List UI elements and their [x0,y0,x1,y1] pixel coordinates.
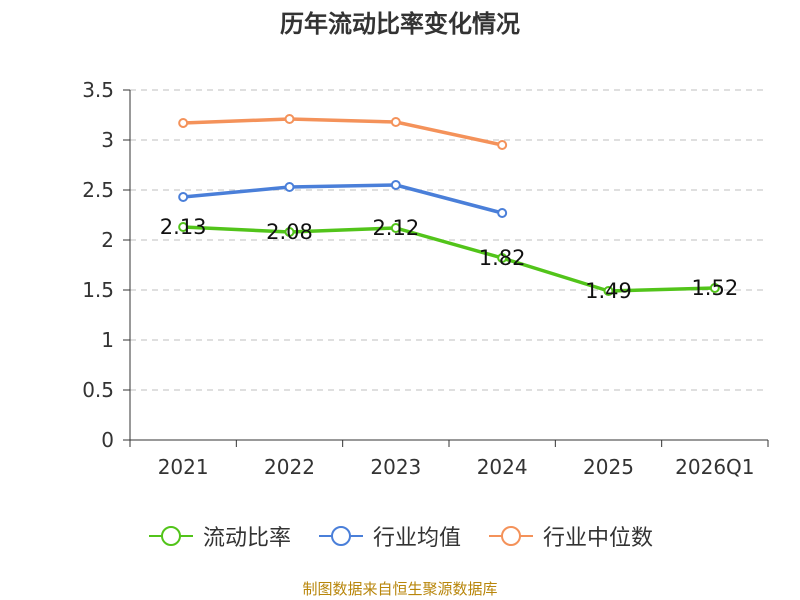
legend-item[interactable]: 流动比率 [147,520,291,552]
data-label: 1.52 [691,276,738,300]
data-label: 1.49 [585,279,632,303]
data-point [178,222,189,232]
chart-title: 历年流动比率变化情况 [280,10,520,38]
x-tick-label: 2024 [477,455,528,479]
x-tick-label: 2026Q1 [675,455,754,479]
legend-label: 行业中位数 [543,526,654,551]
y-tick-label: 0 [101,428,114,452]
y-tick-label: 3.5 [82,78,114,102]
data-point [284,114,295,124]
y-tick-label: 1.5 [82,278,114,302]
data-point [390,223,401,233]
data-point [709,283,720,293]
data-label: 2.08 [266,220,313,244]
x-tick-label: 2021 [158,455,209,479]
legend: 流动比率 行业均值 行业中位数 [0,520,800,552]
data-point [178,118,189,128]
legend-line-marker-icon [489,526,533,546]
legend-line-marker-icon [318,526,363,546]
legend-label: 流动比率 [202,526,291,551]
y-tick-label: 1 [101,328,114,352]
legend-item[interactable]: 行业均值 [317,520,461,552]
data-label: 2.12 [372,216,419,240]
x-tick-label: 2025 [583,455,634,479]
x-tick-label: 2022 [264,455,315,479]
data-point [284,182,295,192]
data-label: 1.82 [479,246,526,270]
y-tick-label: 2.5 [82,178,114,202]
legend-label: 行业均值 [372,526,461,551]
y-tick-label: 2 [101,228,114,252]
legend-item[interactable]: 行业中位数 [487,520,653,552]
series-line [183,183,503,215]
data-point [390,117,401,127]
series-line [183,225,715,293]
x-tick-label: 2023 [370,455,421,479]
data-point [603,286,614,296]
data-label: 2.13 [160,215,207,239]
data-point [178,192,189,202]
y-tick-label: 0.5 [82,378,114,402]
y-tick-label: 3 [101,128,114,152]
data-point [497,208,508,218]
series-line [183,117,503,147]
legend-line-marker-icon [148,526,193,546]
data-point [497,140,508,150]
source-note: 制图数据来自恒生聚源数据库 [302,580,498,598]
data-point [497,253,508,263]
data-point [390,180,401,190]
data-point [284,227,295,237]
